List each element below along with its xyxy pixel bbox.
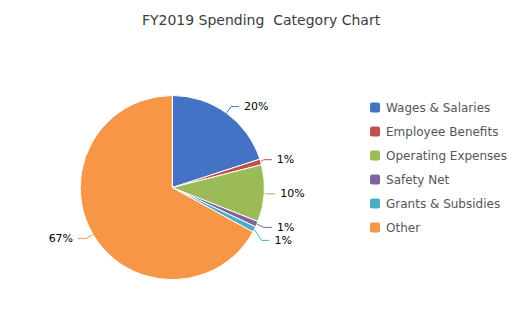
- svg-text:Employee Benefits: Employee Benefits: [386, 125, 498, 139]
- svg-text:Other: Other: [386, 221, 420, 235]
- svg-text:10%: 10%: [280, 187, 304, 200]
- svg-text:Safety Net: Safety Net: [386, 173, 450, 187]
- svg-text:1%: 1%: [277, 221, 294, 234]
- svg-text:20%: 20%: [244, 100, 268, 113]
- svg-text:1%: 1%: [274, 234, 291, 247]
- svg-text:FY2019 Spending Category Char: FY2019 Spending Category Chart: [142, 12, 381, 28]
- svg-text:Wages & Salaries: Wages & Salaries: [386, 101, 490, 115]
- svg-text:67%: 67%: [49, 232, 73, 245]
- svg-text:1%: 1%: [277, 153, 294, 166]
- svg-text:Operating Expenses: Operating Expenses: [386, 149, 507, 163]
- svg-text:Grants & Subsidies: Grants & Subsidies: [386, 197, 500, 211]
